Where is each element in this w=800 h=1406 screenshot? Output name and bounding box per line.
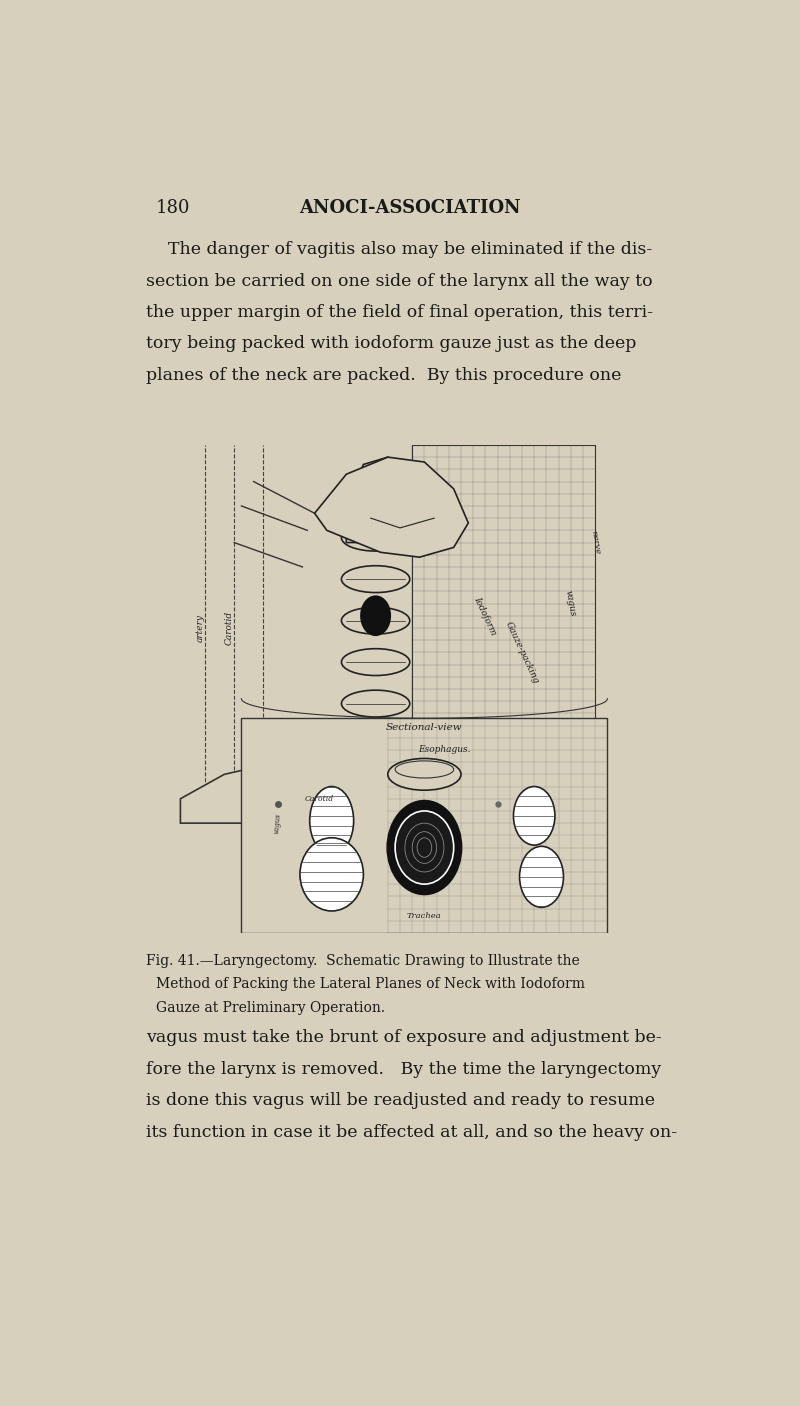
Text: Sectional-view: Sectional-view <box>386 723 462 733</box>
Text: Fig. 41.—Laryngectomy.  Schematic Drawing to Illustrate the: Fig. 41.—Laryngectomy. Schematic Drawing… <box>146 953 580 967</box>
Ellipse shape <box>519 846 563 907</box>
Ellipse shape <box>342 524 410 551</box>
Text: the upper margin of the field of final operation, this terri-: the upper margin of the field of final o… <box>146 304 654 321</box>
Ellipse shape <box>342 565 410 592</box>
Bar <box>242 718 607 934</box>
Text: Gauze at Preliminary Operation.: Gauze at Preliminary Operation. <box>156 1001 385 1015</box>
Polygon shape <box>346 457 412 543</box>
Text: Gauze-packing: Gauze-packing <box>504 620 540 685</box>
Polygon shape <box>314 457 468 557</box>
Text: artery: artery <box>195 614 205 643</box>
Text: Iodoform: Iodoform <box>473 595 498 637</box>
Text: The danger of vagitis also may be eliminated if the dis-: The danger of vagitis also may be elimin… <box>168 242 653 259</box>
Text: Carotid: Carotid <box>225 610 234 645</box>
Text: planes of the neck are packed.  By this procedure one: planes of the neck are packed. By this p… <box>146 367 622 384</box>
Ellipse shape <box>342 690 410 717</box>
Polygon shape <box>430 758 595 823</box>
Ellipse shape <box>342 607 410 634</box>
Polygon shape <box>181 762 346 823</box>
Text: ANOCI-ASSOCIATION: ANOCI-ASSOCIATION <box>299 200 521 217</box>
Text: 180: 180 <box>156 200 190 217</box>
Ellipse shape <box>310 786 354 855</box>
Ellipse shape <box>342 731 410 758</box>
Ellipse shape <box>361 596 390 636</box>
Text: vagus must take the brunt of exposure and adjustment be-: vagus must take the brunt of exposure an… <box>146 1029 662 1046</box>
Text: vagus: vagus <box>273 813 283 834</box>
Ellipse shape <box>300 838 363 911</box>
Bar <box>412 444 595 823</box>
Text: Trachea: Trachea <box>407 912 442 920</box>
Text: Method of Packing the Lateral Planes of Neck with Iodoform: Method of Packing the Lateral Planes of … <box>156 977 585 991</box>
Ellipse shape <box>342 648 410 675</box>
Text: nerve: nerve <box>589 530 602 555</box>
Ellipse shape <box>388 801 461 894</box>
Text: Esophagus.: Esophagus. <box>418 745 470 754</box>
Text: section be carried on one side of the larynx all the way to: section be carried on one side of the la… <box>146 273 653 290</box>
Ellipse shape <box>395 811 454 884</box>
Ellipse shape <box>388 758 461 790</box>
Text: fore the larynx is removed.   By the time the laryngectomy: fore the larynx is removed. By the time … <box>146 1060 662 1078</box>
Text: its function in case it be affected at all, and so the heavy on-: its function in case it be affected at a… <box>146 1123 678 1140</box>
Text: vagus: vagus <box>564 589 578 617</box>
Text: is done this vagus will be readjusted and ready to resume: is done this vagus will be readjusted an… <box>146 1092 655 1109</box>
Text: Carotid: Carotid <box>305 794 334 803</box>
Text: tory being packed with iodoform gauze just as the deep: tory being packed with iodoform gauze ju… <box>146 336 637 353</box>
Ellipse shape <box>514 786 555 845</box>
Ellipse shape <box>395 761 454 778</box>
